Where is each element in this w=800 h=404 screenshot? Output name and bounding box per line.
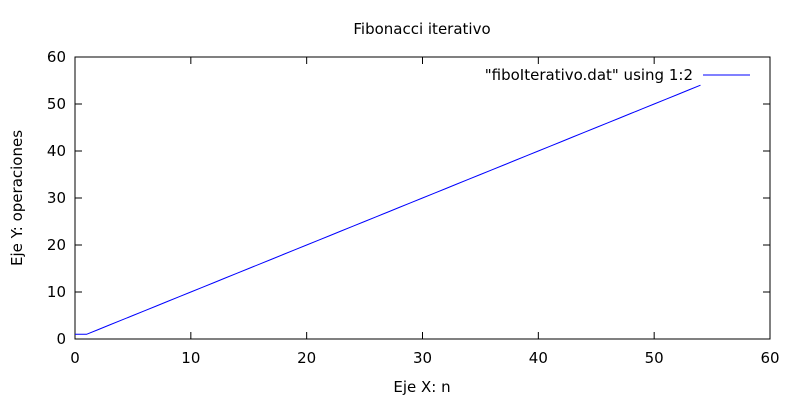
- y-tick-label: 40: [47, 142, 66, 160]
- y-tick-label: 10: [47, 283, 66, 301]
- x-tick-label: 10: [181, 349, 200, 367]
- legend: "fiboIterativo.dat" using 1:2: [485, 66, 750, 84]
- axis-ticks: [74, 56, 771, 340]
- y-tick-label: 50: [47, 95, 66, 113]
- legend-label: "fiboIterativo.dat" using 1:2: [485, 66, 693, 84]
- y-tick-label: 0: [56, 330, 66, 348]
- x-tick-label: 60: [760, 349, 779, 367]
- x-tick-label: 40: [529, 349, 548, 367]
- series-lines: [75, 84, 701, 335]
- y-tick-label: 20: [47, 236, 66, 254]
- series-line: [75, 84, 701, 335]
- x-tick-label: 50: [645, 349, 664, 367]
- x-tick-label: 30: [413, 349, 432, 367]
- x-tick-label: 20: [297, 349, 316, 367]
- y-tick-label: 60: [47, 48, 66, 66]
- y-tick-label: 30: [47, 189, 66, 207]
- y-axis-label: Eje Y: operaciones: [8, 130, 26, 266]
- axis-tick-labels: 0 10 20 30 40 50 60 0 10 20 30 40 50 60: [47, 48, 780, 367]
- x-tick-label: 0: [70, 349, 80, 367]
- chart-title: Fibonacci iterativo: [353, 20, 490, 38]
- x-axis-label: Eje X: n: [393, 378, 450, 396]
